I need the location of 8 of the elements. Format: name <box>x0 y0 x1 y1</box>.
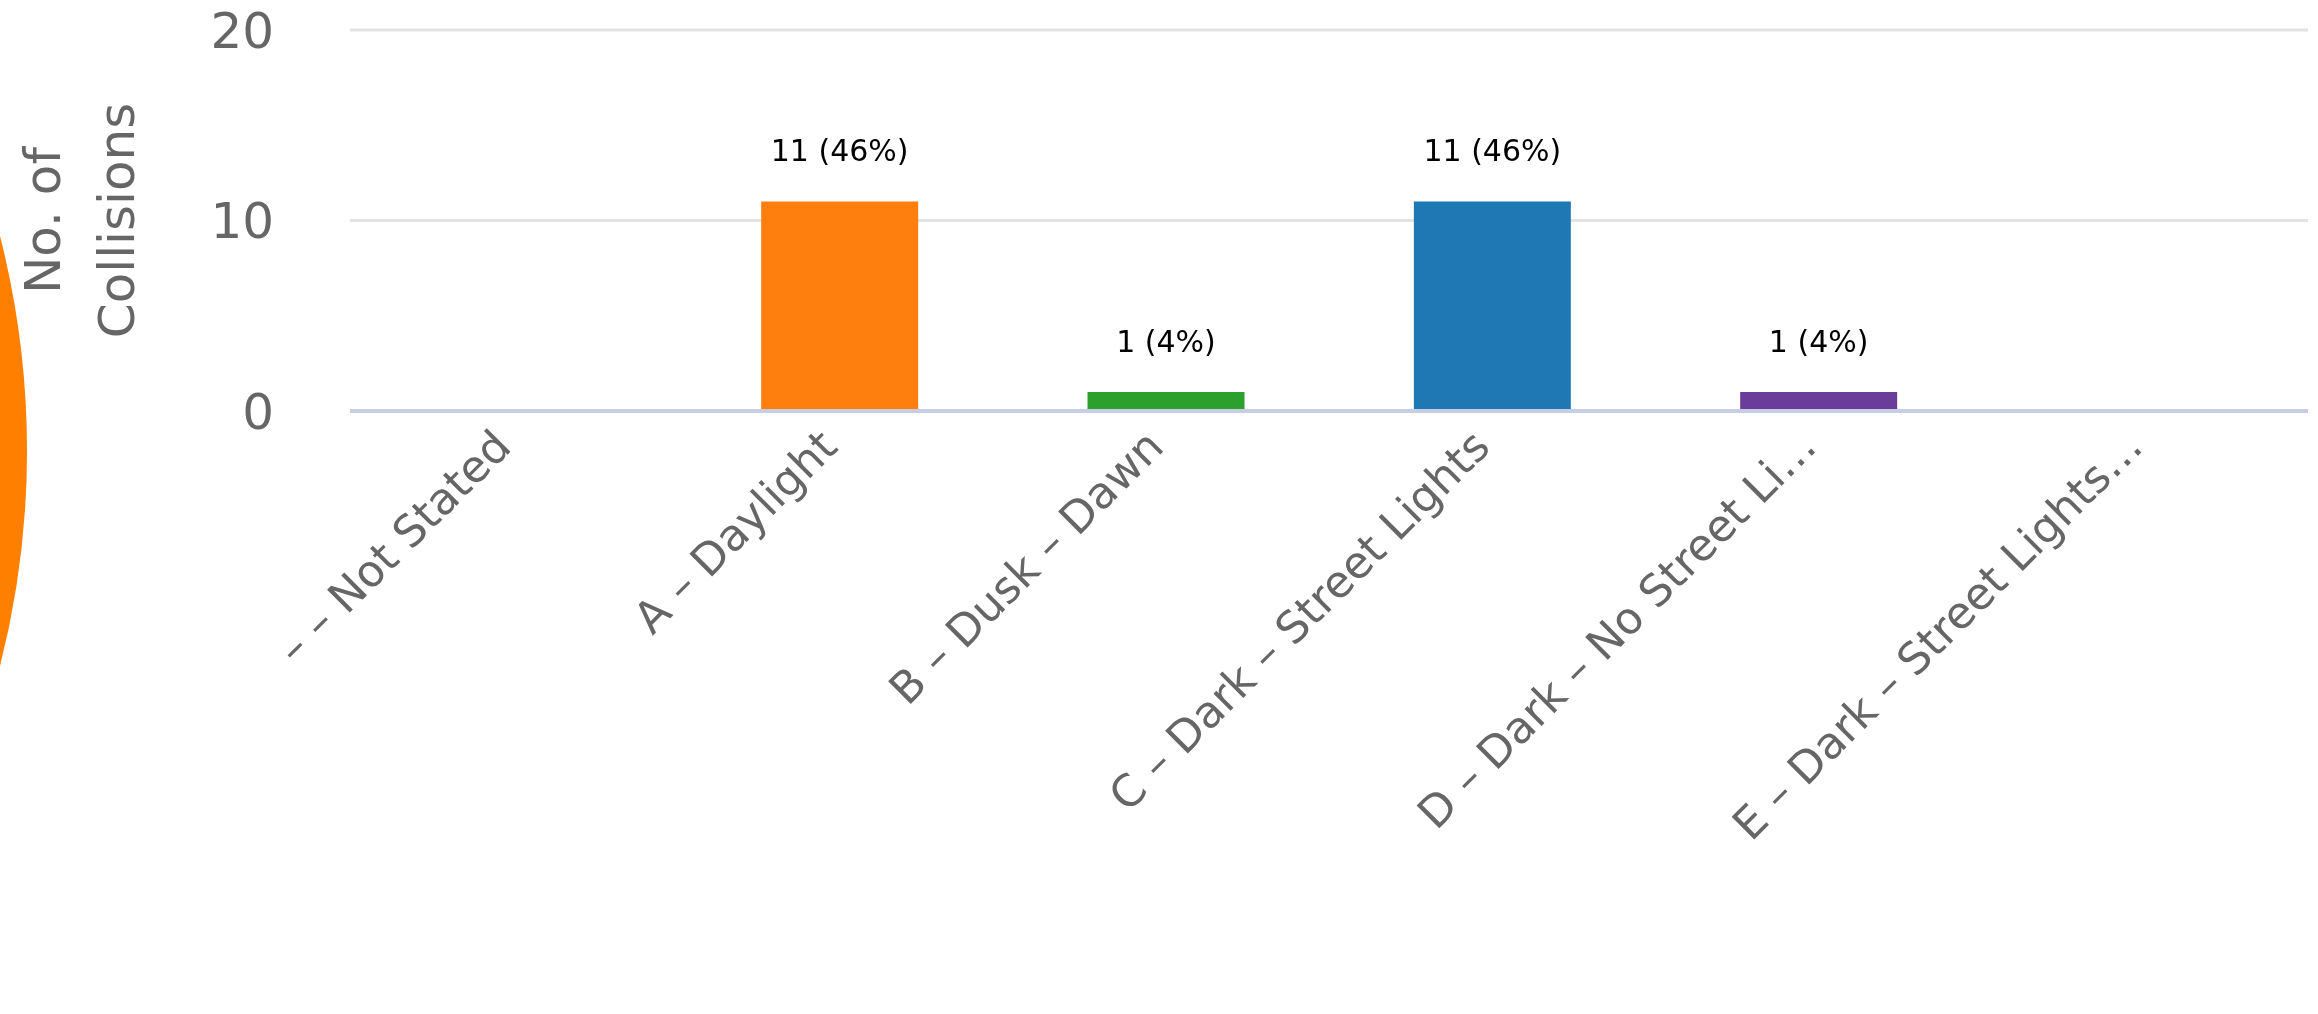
y-tick-label: 20 <box>210 1 274 60</box>
y-axis-title: No. of Collisions <box>14 102 146 339</box>
data-label: 1 (4%) <box>1768 323 1869 359</box>
data-label: 11 (46%) <box>1423 133 1562 169</box>
y-tick-label: 0 <box>242 382 274 441</box>
data-label: 11 (46%) <box>770 133 909 169</box>
y-tick-label: 10 <box>210 192 274 251</box>
data-label: 1 (4%) <box>1116 323 1216 359</box>
